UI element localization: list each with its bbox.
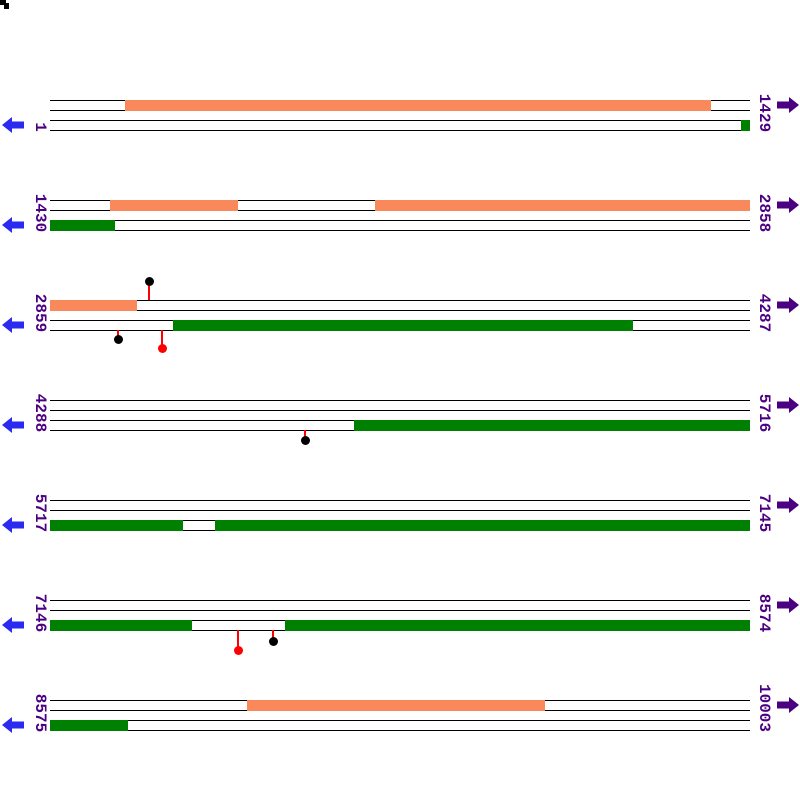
reverse-strand-arrow-icon[interactable] bbox=[2, 316, 24, 334]
forward-strand-arrow-icon[interactable] bbox=[777, 96, 799, 114]
track-line bbox=[50, 510, 750, 511]
mutation-marker-dot bbox=[157, 343, 167, 353]
track-line bbox=[50, 720, 750, 721]
track-line bbox=[50, 730, 750, 731]
reverse-orf-bar bbox=[50, 220, 115, 231]
forward-orf-bar bbox=[125, 100, 711, 111]
track-line bbox=[50, 300, 750, 301]
reverse-orf-bar bbox=[354, 420, 750, 431]
mutation-marker-dot bbox=[300, 435, 310, 445]
mutation-marker-dot bbox=[268, 636, 278, 646]
forward-orf-bar bbox=[375, 200, 750, 211]
mutation-marker-stem bbox=[237, 630, 239, 650]
reverse-orf-bar bbox=[50, 720, 128, 731]
segment-start-label: 7146 bbox=[31, 593, 49, 632]
segment-end-label: 5716 bbox=[755, 393, 773, 432]
mutation-marker-dot bbox=[113, 334, 123, 344]
track-line bbox=[50, 310, 750, 311]
mutation-marker-dot bbox=[144, 276, 154, 286]
forward-strand-arrow-icon[interactable] bbox=[777, 596, 799, 614]
forward-strand-arrow-icon[interactable] bbox=[777, 696, 799, 714]
forward-strand-arrow-icon[interactable] bbox=[777, 296, 799, 314]
track-line bbox=[50, 220, 750, 221]
mutation-marker-stem bbox=[148, 281, 150, 300]
track-line bbox=[50, 410, 750, 411]
forward-strand-arrow-icon[interactable] bbox=[777, 396, 799, 414]
reverse-strand-arrow-icon[interactable] bbox=[2, 716, 24, 734]
segment-start-label: 5717 bbox=[31, 493, 49, 532]
segment-start-label: 4288 bbox=[31, 393, 49, 432]
clipped-glyph-fragment bbox=[0, 0, 9, 9]
segment-end-label: 1429 bbox=[755, 93, 773, 132]
track-line bbox=[50, 400, 750, 401]
forward-orf-bar bbox=[110, 200, 238, 211]
reverse-strand-arrow-icon[interactable] bbox=[2, 216, 24, 234]
segment-end-label: 4287 bbox=[755, 293, 773, 332]
segment-end-label: 7145 bbox=[755, 493, 773, 532]
reverse-strand-arrow-icon[interactable] bbox=[2, 416, 24, 434]
mutation-marker-stem bbox=[272, 630, 274, 641]
track-line bbox=[50, 130, 750, 131]
segment-start-label: 1430 bbox=[31, 193, 49, 232]
mutation-marker-stem bbox=[161, 330, 163, 348]
reverse-strand-arrow-icon[interactable] bbox=[2, 116, 24, 134]
segment-start-label: 1 bbox=[31, 122, 49, 132]
forward-strand-arrow-icon[interactable] bbox=[777, 196, 799, 214]
reverse-orf-bar bbox=[50, 520, 183, 531]
reverse-strand-arrow-icon[interactable] bbox=[2, 516, 24, 534]
reverse-orf-bar bbox=[741, 120, 750, 131]
reverse-strand-arrow-icon[interactable] bbox=[2, 616, 24, 634]
reverse-orf-bar bbox=[50, 620, 192, 631]
segment-end-label: 8574 bbox=[755, 593, 773, 632]
forward-orf-bar bbox=[50, 300, 137, 311]
track-line bbox=[50, 610, 750, 611]
segment-end-label: 10003 bbox=[755, 683, 773, 733]
segment-start-label: 8575 bbox=[31, 693, 49, 732]
segment-end-label: 2858 bbox=[755, 193, 773, 232]
track-line bbox=[50, 600, 750, 601]
forward-strand-arrow-icon[interactable] bbox=[777, 496, 799, 514]
track-line bbox=[50, 500, 750, 501]
reverse-orf-bar bbox=[215, 520, 750, 531]
mutation-marker-stem bbox=[304, 430, 306, 440]
reverse-orf-bar bbox=[285, 620, 750, 631]
segment-start-label: 2859 bbox=[31, 293, 49, 332]
track-line bbox=[50, 120, 750, 121]
forward-orf-bar bbox=[247, 700, 545, 711]
reverse-orf-bar bbox=[173, 320, 633, 331]
track-line bbox=[50, 230, 750, 231]
mutation-marker-dot bbox=[233, 645, 243, 655]
